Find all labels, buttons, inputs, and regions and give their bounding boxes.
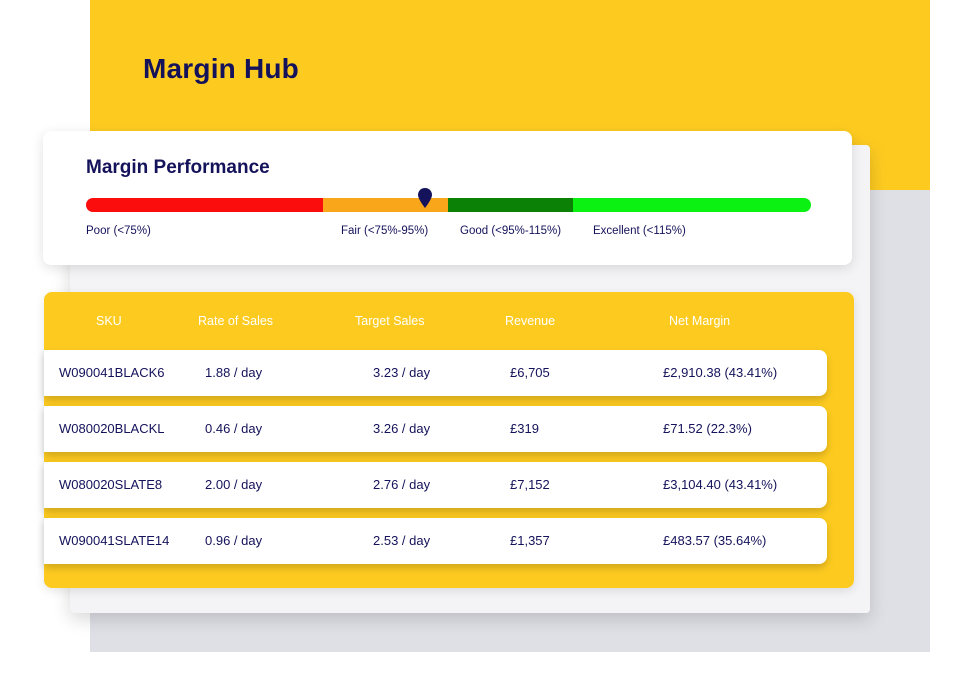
- gauge-segment-fair: [323, 198, 448, 212]
- cell-rate-of-sales: 0.46 / day: [205, 421, 263, 436]
- cell-net-margin: £3,104.40 (43.41%): [663, 477, 778, 492]
- column-header-sku: SKU: [96, 314, 122, 328]
- sku-table: SKU Rate of Sales Target Sales Revenue N…: [44, 292, 854, 588]
- cell-revenue: £7,152: [510, 477, 550, 492]
- column-header-revenue: Revenue: [505, 314, 556, 328]
- column-header-net-margin: Net Margin: [669, 314, 731, 328]
- cell-net-margin: £2,910.38 (43.41%): [663, 365, 778, 380]
- cell-rate-of-sales: 0.96 / day: [205, 533, 263, 548]
- margin-gauge: [86, 198, 811, 212]
- cell-sku: W090041BLACK6: [59, 365, 165, 380]
- column-header-rate-of-sales: Rate of Sales: [198, 314, 274, 328]
- cell-net-margin: £71.52 (22.3%): [663, 421, 752, 436]
- gauge-segment-good: [448, 198, 573, 212]
- cell-revenue: £6,705: [510, 365, 550, 380]
- gauge-label-good: Good (<95%-115%): [460, 225, 562, 237]
- cell-sku: W080020BLACKL: [59, 421, 165, 436]
- column-header-target-sales: Target Sales: [355, 314, 425, 328]
- gauge-marker-icon: [418, 188, 432, 208]
- cell-sku: W090041SLATE14: [59, 533, 170, 548]
- margin-performance-card: Margin Performance Poor (<75%) Fair (<75…: [43, 131, 852, 265]
- cell-target-sales: 2.53 / day: [373, 533, 431, 548]
- cell-net-margin: £483.57 (35.64%): [663, 533, 767, 548]
- table-row[interactable]: W080020BLACKL 0.46 / day 3.26 / day £319…: [44, 406, 827, 452]
- gauge-label-fair: Fair (<75%-95%): [341, 225, 429, 237]
- cell-sku: W080020SLATE8: [59, 477, 163, 492]
- gauge-segment-excellent: [573, 198, 811, 212]
- page-title: Margin Hub: [143, 53, 299, 84]
- cell-revenue: £319: [510, 421, 539, 436]
- cell-target-sales: 3.23 / day: [373, 365, 431, 380]
- cell-target-sales: 2.76 / day: [373, 477, 431, 492]
- table-row[interactable]: W090041SLATE14 0.96 / day 2.53 / day £1,…: [44, 518, 827, 564]
- margin-performance-title: Margin Performance: [86, 157, 270, 178]
- table-row[interactable]: W090041BLACK6 1.88 / day 3.23 / day £6,7…: [44, 350, 827, 396]
- cell-rate-of-sales: 1.88 / day: [205, 365, 263, 380]
- gauge-segment-poor: [86, 198, 323, 212]
- gauge-label-poor: Poor (<75%): [86, 225, 151, 237]
- cell-target-sales: 3.26 / day: [373, 421, 431, 436]
- gauge-label-excellent: Excellent (<115%): [593, 225, 686, 237]
- cell-rate-of-sales: 2.00 / day: [205, 477, 263, 492]
- table-row[interactable]: W080020SLATE8 2.00 / day 2.76 / day £7,1…: [44, 462, 827, 508]
- cell-revenue: £1,357: [510, 533, 550, 548]
